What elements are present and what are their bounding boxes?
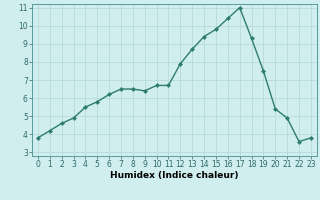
X-axis label: Humidex (Indice chaleur): Humidex (Indice chaleur) [110,171,239,180]
